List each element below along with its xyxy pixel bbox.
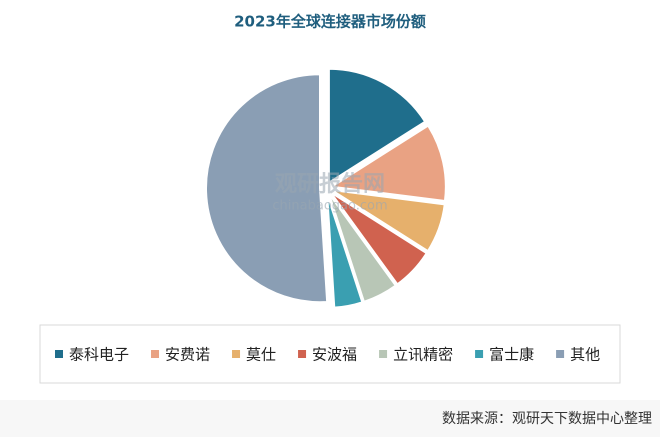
legend-swatch (556, 350, 565, 358)
legend-swatch (298, 350, 307, 358)
legend: 泰科电子 安费诺 莫仕 安波福 立讯精密 富士康 其他 (55, 346, 600, 364)
legend-box (39, 324, 621, 384)
pie-slice (329, 191, 429, 286)
pie (205, 67, 447, 309)
legend-label: 莫仕 (246, 346, 276, 364)
legend-swatch (475, 350, 484, 358)
pie-slice (326, 193, 364, 309)
legend-label: 安波福 (312, 346, 357, 364)
legend-label: 立讯精密 (393, 346, 453, 364)
legend-label: 安费诺 (165, 346, 210, 364)
legend-label: 泰科电子 (69, 346, 129, 364)
legend-label: 富士康 (489, 346, 534, 364)
pie-slice (327, 192, 398, 304)
legend-swatch (232, 350, 241, 358)
source-note: 数据来源：观研天下数据中心整理 (442, 411, 652, 427)
legend-swatch (379, 350, 388, 358)
footer (0, 400, 660, 437)
pie-slice (205, 73, 329, 304)
watermark: 观研报告网 (275, 172, 385, 197)
pie-slice (327, 67, 427, 185)
legend-label: 其他 (570, 346, 600, 364)
pie-slice (328, 124, 447, 203)
watermark-url: chinabaogao.com (272, 199, 387, 214)
legend-swatch (55, 350, 63, 358)
pie-slice (331, 189, 446, 253)
chart-title: 2023年全球连接器市场份额 (234, 13, 426, 31)
legend-swatch (151, 350, 160, 358)
